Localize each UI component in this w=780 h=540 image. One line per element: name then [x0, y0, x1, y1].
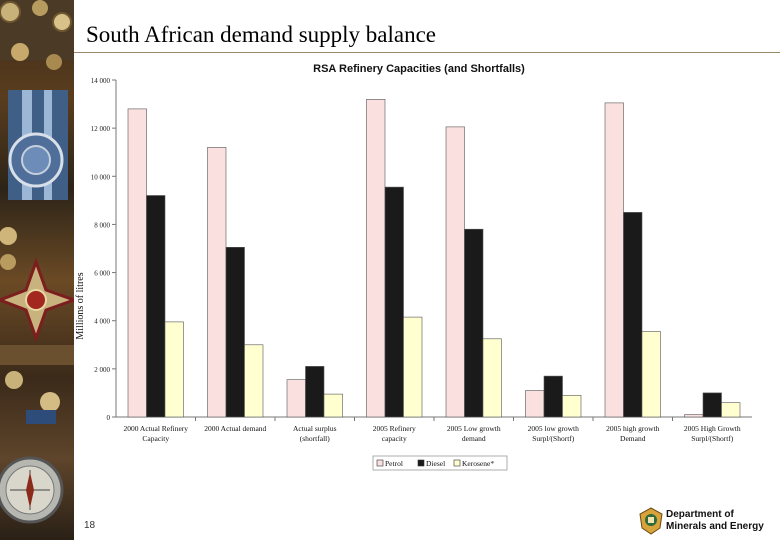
y-axis-label: Millions of litres — [75, 272, 86, 339]
slide-title: South African demand supply balance — [86, 22, 437, 47]
y-tick-label: 10 000 — [91, 173, 111, 181]
x-tick-label: 2005 Refinery — [373, 424, 416, 433]
diesel-bar — [623, 212, 643, 418]
legend-swatch-diesel — [417, 459, 425, 467]
diesel-bar — [305, 366, 325, 418]
legend-label: Kerosene* — [462, 459, 494, 468]
page-number: 18 — [84, 520, 96, 531]
legend-swatch-kerosene — [453, 459, 461, 467]
petrol-bar — [604, 102, 624, 418]
diesel-bar — [702, 392, 722, 418]
x-tick-label: 2000 Actual demand — [204, 424, 266, 433]
plot-area: 0 2 000 4 000 6 000 8 000 10 000 12 000 14 000 2… — [91, 77, 752, 443]
y-tick-label: 0 — [107, 414, 111, 422]
kerosene-bar — [403, 316, 423, 418]
legend-label: Petrol — [385, 459, 403, 468]
kerosene-bar — [641, 331, 661, 418]
x-tick-label: (shortfall) — [300, 434, 330, 443]
diesel-bar — [225, 247, 245, 418]
department-line-1: Department of — [666, 509, 734, 520]
y-tick-label: 2 000 — [94, 366, 110, 374]
x-tick-label: 2005 High Growth — [684, 424, 741, 433]
y-tick-label: 4 000 — [94, 318, 110, 326]
x-tick-label: 2005 Low growth — [447, 424, 501, 433]
decorative-side-image — [0, 0, 74, 540]
x-tick-label: Capacity — [142, 434, 169, 443]
title-divider — [74, 52, 780, 53]
petrol-bar — [445, 126, 465, 418]
petrol-bar — [207, 147, 227, 418]
x-tick-label: capacity — [382, 434, 407, 443]
diesel-bar — [543, 375, 563, 418]
kerosene-bar — [164, 321, 184, 418]
kerosene-bar — [323, 393, 343, 418]
coat-of-arms-logo — [639, 507, 663, 535]
x-tick-label: Actual surplus — [293, 424, 337, 433]
petrol-bar — [684, 414, 704, 418]
y-tick-label: 14 000 — [91, 77, 111, 85]
x-tick-label: Surpl/(Shortf) — [532, 434, 575, 443]
legend: Petrol Diesel Kerosene* — [372, 455, 508, 471]
petrol-bar — [525, 390, 545, 418]
x-tick-label: demand — [462, 434, 486, 443]
kerosene-bar — [244, 344, 264, 418]
x-tick-label: 2000 Actual Refinery — [123, 424, 188, 433]
kerosene-bar — [562, 394, 582, 418]
chart-title: RSA Refinery Capacities (and Shortfalls) — [313, 63, 525, 75]
medals-collage — [0, 0, 74, 524]
y-tick-label: 12 000 — [91, 125, 111, 133]
kerosene-bar — [721, 402, 741, 418]
petrol-bar — [366, 98, 386, 418]
diesel-bar — [146, 195, 166, 418]
x-tick-label: 2005 low growth — [528, 424, 579, 433]
petrol-bar — [127, 108, 147, 418]
department-line-2: Minerals and Energy — [666, 521, 764, 532]
diesel-bar — [464, 228, 484, 418]
legend-box — [372, 455, 508, 471]
x-tick-label: Demand — [620, 434, 646, 443]
kerosene-bar — [482, 338, 502, 418]
legend-swatch-petrol — [376, 459, 384, 467]
x-tick-label: Surpl/(Shortf) — [691, 434, 734, 443]
y-tick-label: 6 000 — [94, 270, 110, 278]
x-tick-label: 2005 high growth — [606, 424, 660, 433]
bar-chart: RSA Refinery Capacities (and Shortfalls)… — [75, 63, 752, 471]
diesel-bar — [384, 186, 404, 418]
legend-label: Diesel — [426, 459, 445, 468]
department-name: Department of Minerals and Energy — [666, 509, 764, 533]
y-tick-label: 8 000 — [94, 221, 110, 229]
petrol-bar — [286, 379, 306, 418]
